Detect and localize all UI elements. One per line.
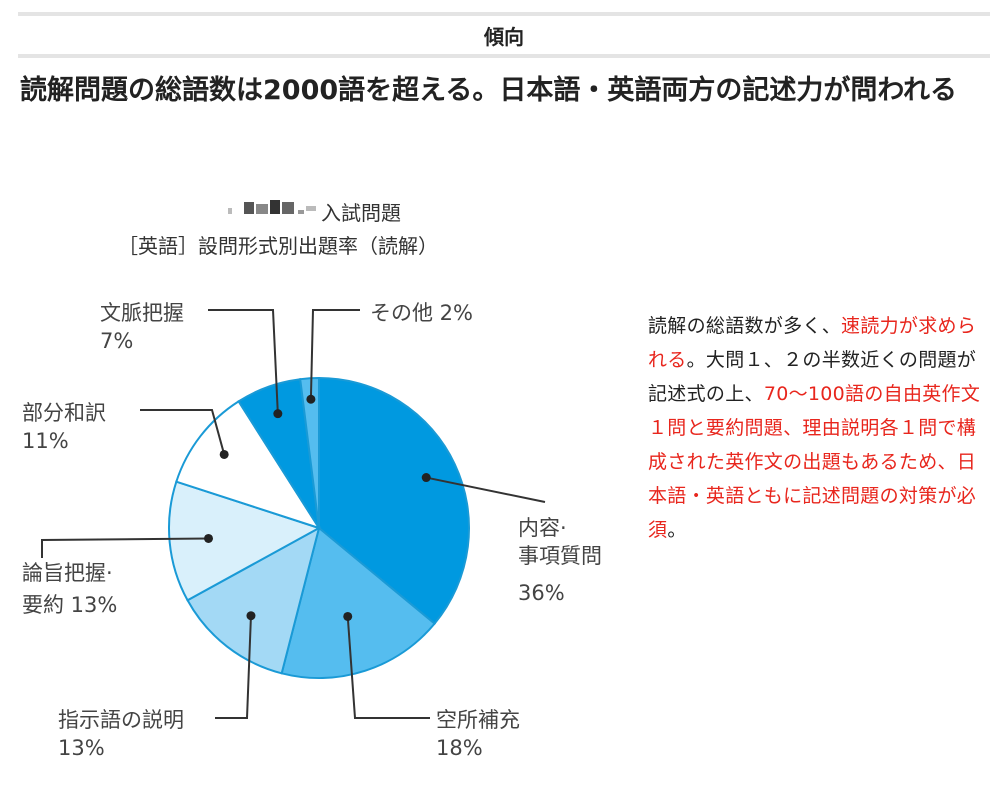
leader-dot-kuusho bbox=[343, 611, 353, 621]
leader-dot-ronshi bbox=[203, 533, 213, 543]
description-segment: 。大問１、２の半数近くの問題が記述式の上、 bbox=[648, 349, 977, 405]
slice-label-sonota: その他 2% bbox=[370, 301, 473, 325]
blurred-logo-icon bbox=[228, 200, 316, 214]
slice-label-naiyou: 事項質問 bbox=[518, 544, 602, 568]
pie-slice-shiji bbox=[186, 526, 321, 675]
slice-percent-bunmyaku: 7% bbox=[100, 329, 133, 353]
pie-slice-naiyou bbox=[318, 376, 470, 626]
description: 読解の総語数が多く、速読力が求められる。大問１、２の半数近くの問題が記述式の上、… bbox=[648, 309, 984, 547]
description-segment: 。 bbox=[667, 519, 687, 541]
leader-line-bubun bbox=[140, 409, 226, 455]
leader-dot-naiyou bbox=[421, 473, 431, 483]
slice-percent-naiyou: 36% bbox=[518, 581, 565, 605]
leader-line-sonota bbox=[309, 309, 360, 400]
slice-label-naiyou: 内容· bbox=[518, 516, 567, 540]
slice-label-ronshi: 論旨把握· bbox=[22, 561, 113, 585]
slice-percent-kuusho: 18% bbox=[436, 736, 483, 760]
leader-line-kuusho bbox=[346, 616, 430, 719]
pie-slice-kuusho bbox=[280, 526, 436, 679]
slice-label-kuusho: 空所補充 bbox=[436, 708, 520, 732]
leader-line-ronshi bbox=[41, 537, 209, 558]
slice-label-shiji: 指示語の説明 bbox=[58, 708, 184, 732]
headline: 読解問題の総語数は2000語を超える。日本語・英語両方の記述力が問われる bbox=[20, 75, 957, 106]
slice-label-ronshi: 要約 13% bbox=[22, 593, 117, 617]
pie-chart: 入試問題 ［英語］設問形式別出題率（読解） 内容· 事項質問 36% 空所補充 18% 指… bbox=[22, 200, 602, 760]
leader-line-shiji bbox=[215, 615, 252, 719]
section-header: 傾向 bbox=[18, 12, 990, 58]
chart-title-line2: ［英語］設問形式別出題率（読解） bbox=[118, 234, 438, 258]
section-title: 傾向 bbox=[484, 24, 524, 49]
slice-label-bunmyaku: 文脈把握 bbox=[100, 301, 184, 325]
leader-dot-shiji bbox=[246, 611, 256, 621]
slice-percent-shiji: 13% bbox=[58, 736, 105, 760]
chart-title: 入試問題 ［英語］設問形式別出題率（読解） bbox=[118, 200, 438, 258]
description-segment: 70〜100語の自由英作文１問と要約問題、理由説明各１問で構成された英作文の出題… bbox=[648, 383, 981, 541]
slice-percent-bubun: 11% bbox=[22, 429, 69, 453]
leader-dot-bunmyaku bbox=[273, 409, 283, 419]
pie-leader-lines bbox=[41, 309, 546, 719]
leader-line-naiyou bbox=[426, 476, 546, 503]
slice-label-bubun: 部分和訳 bbox=[22, 401, 106, 425]
leader-line-bunmyaku bbox=[208, 309, 279, 414]
leader-dot-sonota bbox=[306, 394, 316, 404]
pie-slice-ronshi bbox=[168, 480, 322, 602]
description-segment: 読解の総語数が多く、 bbox=[648, 315, 842, 337]
leader-dot-bubun bbox=[219, 449, 229, 459]
chart-title-line1: 入試問題 bbox=[321, 201, 401, 225]
pie-slice-bubun bbox=[175, 399, 322, 530]
pie-slices bbox=[168, 376, 470, 679]
pie-slice-sonota bbox=[299, 376, 320, 529]
pie-labels: 内容· 事項質問 36% 空所補充 18% 指示語の説明 13% 論旨把握· 要約 13% 部分和… bbox=[22, 301, 602, 760]
description-segment: 速読力が求められる bbox=[648, 315, 977, 371]
